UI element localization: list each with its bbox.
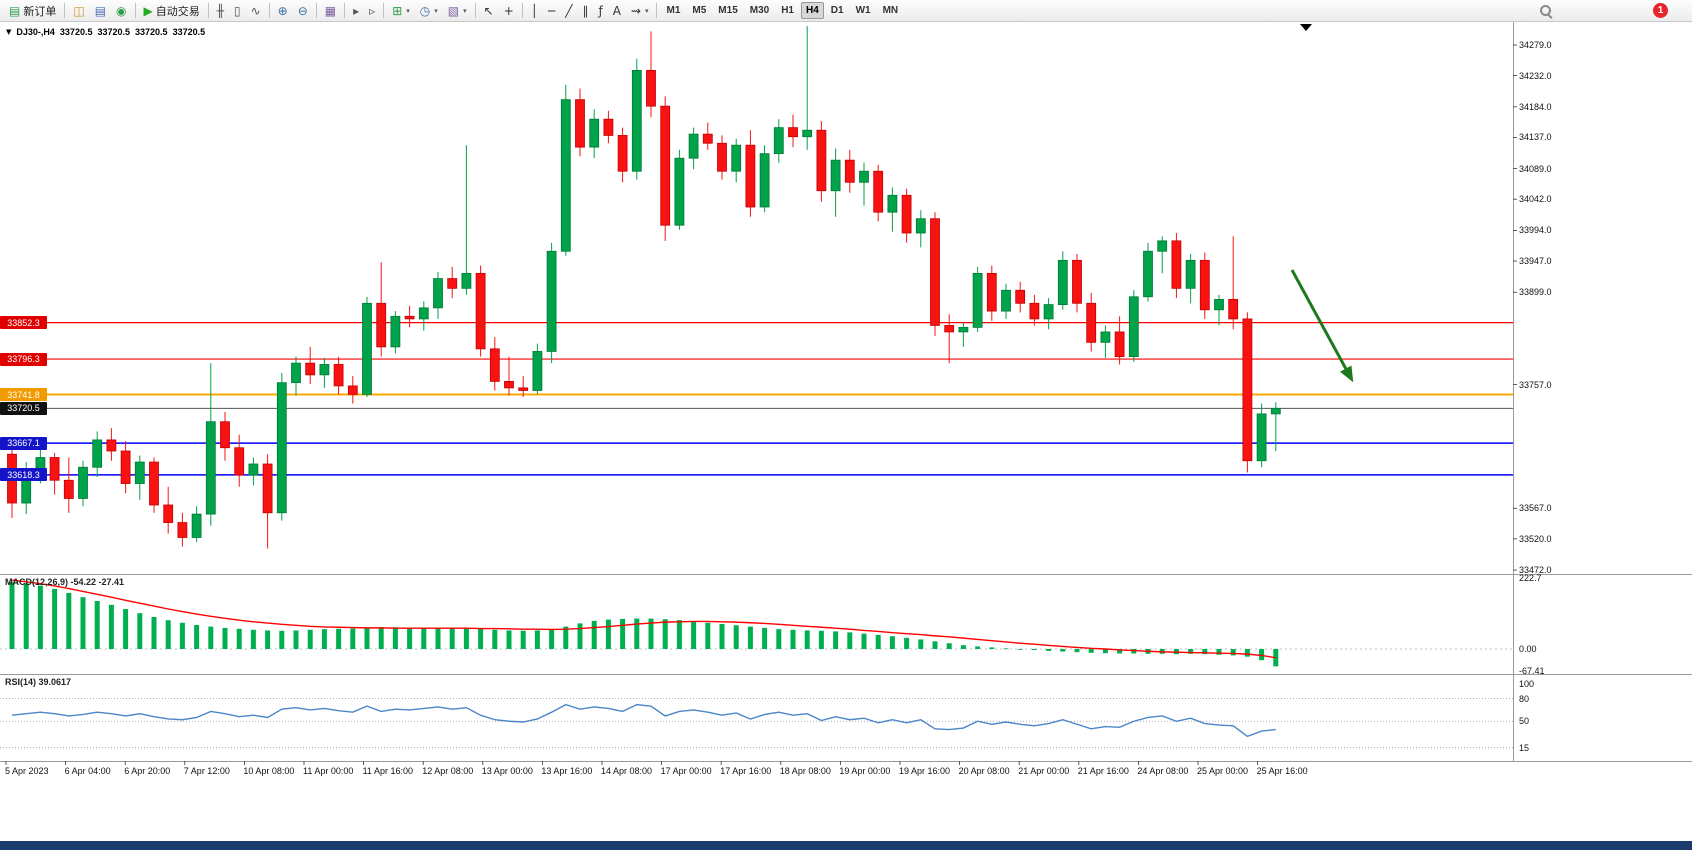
timeframe-m30[interactable]: M30 <box>749 5 770 16</box>
auto-scroll-icon[interactable]: ▸ <box>348 2 364 20</box>
indicators-menu: ⊞ <box>392 3 403 18</box>
main-toolbar: ▤ 新订单 ◫ ▤ ◉ ▶ 自动交易 ╫ ▯ ∿ ⊕ ⊖ ▦ ▸ ▹ ⊞ ▾ ◷ ▾ ▧ ▾ ↖ + │ ─ ╱ ∥ ƒ A ⇝ ▾ M1 M5… <box>0 0 1692 22</box>
line-chart-icon[interactable]: ∿ <box>246 2 266 20</box>
periods-menu: ◷ <box>419 3 431 18</box>
horizontal-scrollbar[interactable] <box>0 841 1692 850</box>
candlestick-series <box>7 26 1281 549</box>
bar-chart-icon[interactable]: ╫ <box>212 2 229 20</box>
vertical-line-icon[interactable]: │ <box>526 2 543 20</box>
toolbar-separator <box>64 3 66 18</box>
zoom-out-icon: ⊖ <box>297 3 308 18</box>
periods-menu[interactable]: ◷ ▾ <box>415 2 443 20</box>
cursor-icon: ↖ <box>483 3 494 18</box>
horizontal-line-icon[interactable]: ─ <box>543 2 560 20</box>
cursor-icon[interactable]: ↖ <box>479 2 499 20</box>
arrows-menu: ⇝ <box>630 3 641 18</box>
chevron-down-icon: ▾ <box>434 6 438 15</box>
horizontal-level-lines[interactable] <box>0 322 1513 476</box>
text-tool-icon: A <box>612 3 621 18</box>
symbol-dropdown-icon[interactable]: ▼ <box>6 28 12 36</box>
macd-histogram <box>9 581 1279 667</box>
search-icon[interactable] <box>1540 5 1553 18</box>
symbol-name: DJ30-,H4 <box>16 27 55 37</box>
line-chart-icon: ∿ <box>250 3 261 18</box>
ohlc-close: 33720.5 <box>172 27 206 37</box>
autotrade-button[interactable]: ▶ 自动交易 <box>139 2 205 20</box>
timeframe-h4[interactable]: H4 <box>801 2 824 19</box>
autotrade-play-icon: ▶ <box>143 3 153 18</box>
toolbar-separator <box>474 3 476 18</box>
timeframe-mn[interactable]: MN <box>882 5 899 16</box>
timeframe-m1[interactable]: M1 <box>666 5 681 16</box>
tile-windows-icon[interactable]: ▦ <box>320 2 341 20</box>
toolbar-separator <box>344 3 346 18</box>
notification-badge[interactable]: 1 <box>1653 3 1668 18</box>
autotrade-button-label: 自动交易 <box>155 5 200 18</box>
timeframe-w1[interactable]: W1 <box>855 5 871 16</box>
templates-menu[interactable]: ▧ ▾ <box>443 2 472 20</box>
bar-chart-icon: ╫ <box>216 3 224 18</box>
market-watch-icon: ◫ <box>73 3 85 18</box>
crosshair-icon[interactable]: + <box>499 2 519 20</box>
arrows-menu[interactable]: ⇝ ▾ <box>626 2 654 20</box>
rsi-line <box>11 703 1276 738</box>
symbol-ohlc-readout[interactable]: ▼ DJ30-,H4 33720.5 33720.5 33720.5 33720… <box>6 27 205 37</box>
candlestick-chart-icon: ▯ <box>233 3 241 18</box>
toolbar-separator <box>315 3 317 18</box>
indicators-menu[interactable]: ⊞ ▾ <box>387 2 415 20</box>
timeframe-m5[interactable]: M5 <box>692 5 707 16</box>
fibonacci-icon: ƒ <box>598 3 603 18</box>
zoom-in-icon[interactable]: ⊕ <box>273 2 293 20</box>
navigator-icon[interactable]: ◉ <box>111 2 131 20</box>
new-order-icon: ▤ <box>9 3 21 18</box>
new-order-button-label: 新订单 <box>23 5 57 18</box>
chevron-down-icon: ▾ <box>463 6 467 15</box>
chart-shift-marker-icon[interactable] <box>1300 24 1312 31</box>
ohlc-high: 33720.5 <box>97 27 131 37</box>
toolbar-separator <box>134 3 136 18</box>
templates-menu: ▧ <box>447 3 460 18</box>
crosshair-icon: + <box>503 3 514 18</box>
auto-scroll-icon: ▸ <box>353 3 360 18</box>
timeframe-m15[interactable]: M15 <box>718 5 738 16</box>
data-window-icon[interactable]: ▤ <box>90 2 111 20</box>
tile-windows-icon: ▦ <box>324 3 337 18</box>
trendline-icon[interactable]: ╱ <box>560 2 577 20</box>
equidistant-channel-icon[interactable]: ∥ <box>577 2 593 20</box>
macd-signal-line <box>11 579 1276 659</box>
zoom-in-icon: ⊕ <box>277 3 288 18</box>
ohlc-low: 33720.5 <box>135 27 168 37</box>
chart-shift-icon[interactable]: ▹ <box>364 2 380 20</box>
data-window-icon: ▤ <box>94 3 107 18</box>
market-watch-icon[interactable]: ◫ <box>68 2 89 20</box>
toolbar-separator <box>383 3 385 18</box>
fibonacci-icon[interactable]: ƒ <box>593 2 607 20</box>
toolbar-separator <box>268 3 270 18</box>
timeframe-d1[interactable]: D1 <box>830 5 844 16</box>
trendline-icon: ╱ <box>565 3 573 18</box>
ohlc-open: 33720.5 <box>59 27 93 37</box>
navigator-icon: ◉ <box>116 3 127 18</box>
vertical-line-icon: │ <box>530 3 538 18</box>
toolbar-separator <box>521 3 523 18</box>
toolbar-separator <box>207 3 209 18</box>
chevron-down-icon: ▾ <box>644 6 649 15</box>
chevron-down-icon: ▾ <box>406 6 410 15</box>
new-order-button[interactable]: ▤ 新订单 <box>4 2 61 20</box>
chart-shift-icon: ▹ <box>369 3 376 18</box>
horizontal-line-icon: ─ <box>547 3 556 18</box>
candlestick-chart-icon[interactable]: ▯ <box>229 2 246 20</box>
text-tool-icon[interactable]: A <box>608 2 626 20</box>
trend-arrow-annotation[interactable] <box>1290 269 1354 383</box>
zoom-out-icon[interactable]: ⊖ <box>293 2 313 20</box>
timeframe-h1[interactable]: H1 <box>781 5 794 16</box>
equidistant-channel-icon: ∥ <box>582 3 589 18</box>
toolbar-separator <box>656 3 658 18</box>
